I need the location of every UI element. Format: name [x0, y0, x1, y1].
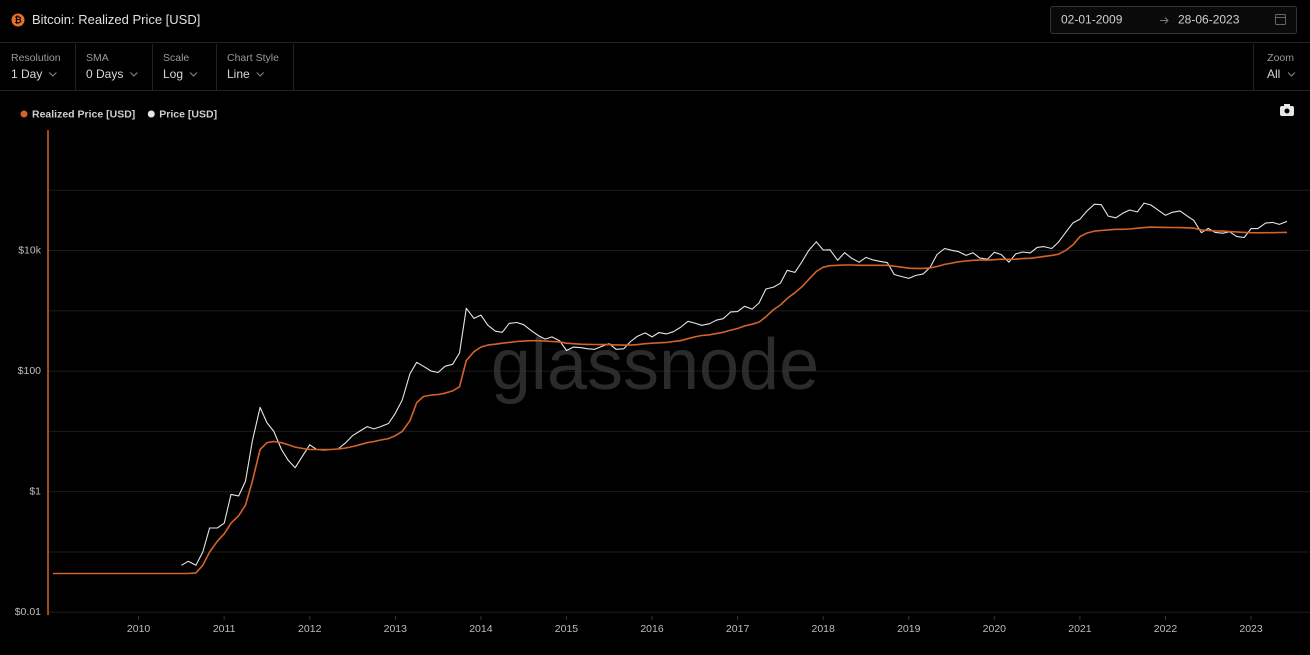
x-tick-label: 2022	[1154, 623, 1178, 635]
legend-label[interactable]: Realized Price [USD]	[32, 108, 135, 120]
camera-icon-lens	[1284, 108, 1290, 114]
camera-icon-top	[1284, 104, 1290, 107]
grid	[48, 189, 1310, 613]
control-value[interactable]: 0 Days	[86, 67, 123, 81]
control-label: Chart Style	[227, 52, 279, 64]
legend: Realized Price [USD] Price [USD]	[20, 108, 217, 120]
zoom-value[interactable]: All	[1267, 67, 1280, 81]
controls-bar: Resolution 1 Day SMA 0 Days Scale Log Chart St…	[11, 44, 294, 90]
control-label: Scale	[163, 52, 189, 64]
y-tick-label: $100	[18, 365, 42, 377]
chevron	[189, 72, 198, 77]
chevron	[130, 72, 138, 77]
x-tick-label: 2015	[555, 623, 579, 635]
control-label: SMA	[86, 52, 109, 64]
date-range[interactable]	[1050, 6, 1297, 34]
control-value[interactable]: Log	[163, 67, 183, 81]
control-label: Resolution	[11, 52, 61, 64]
x-tick-label: 2018	[812, 623, 836, 635]
x-tick-label: 2017	[726, 623, 750, 635]
legend-swatch	[20, 110, 28, 118]
control-value[interactable]: 1 Day	[11, 67, 42, 81]
x-tick-label: 2012	[298, 623, 322, 635]
date-to[interactable]: 28-06-2023	[1178, 13, 1240, 27]
axes: $0.01 $1 $100 $10k 2010 2011 2012 2013 2014 2015 2…	[15, 130, 1263, 635]
chevron	[1287, 72, 1296, 77]
date-from[interactable]: 02-01-2009	[1061, 13, 1123, 27]
x-tick-label: 2020	[983, 623, 1007, 635]
chevron	[49, 72, 57, 77]
series-line	[53, 226, 1288, 575]
zoom-label: Zoom	[1267, 52, 1294, 64]
watermark: glassnode	[491, 325, 819, 405]
control-value[interactable]: Line	[227, 67, 250, 81]
chevron	[256, 72, 265, 77]
bitcoin-icon	[11, 13, 25, 27]
y-tick-label: $0.01	[15, 606, 41, 618]
x-tick-label: 2021	[1068, 623, 1092, 635]
date-arrow	[1160, 17, 1169, 24]
y-tick-label: $1	[29, 485, 41, 497]
series-line	[181, 202, 1288, 566]
legend-swatch	[147, 110, 155, 118]
page-title: Bitcoin: Realized Price [USD]	[32, 12, 200, 27]
calendar-icon[interactable]	[1275, 14, 1286, 25]
x-tick-label: 2019	[897, 623, 921, 635]
legend-label[interactable]: Price [USD]	[159, 108, 217, 120]
x-tick-label: 2014	[469, 623, 493, 635]
plot-area	[53, 202, 1288, 575]
x-tick-label: 2011	[213, 623, 236, 635]
x-tick-label: 2010	[127, 623, 151, 635]
x-tick-label: 2016	[640, 623, 664, 635]
bitcoin-icon-glyph: ₿	[14, 15, 21, 25]
x-tick-label: 2013	[384, 623, 408, 635]
y-tick-label: $10k	[18, 244, 42, 256]
x-tick-label: 2023	[1239, 623, 1263, 635]
